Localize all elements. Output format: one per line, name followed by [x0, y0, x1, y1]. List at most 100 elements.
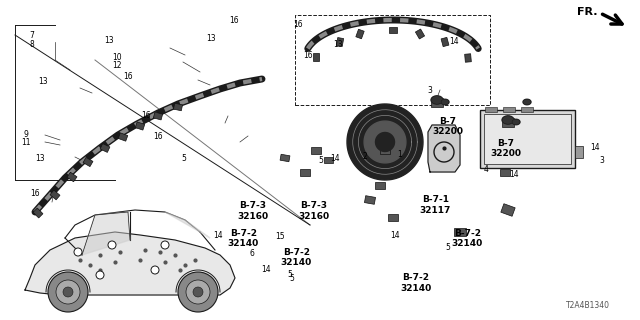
Text: 5: 5 — [181, 154, 186, 163]
Text: 5: 5 — [289, 274, 294, 283]
Text: 3: 3 — [599, 156, 604, 164]
Polygon shape — [502, 117, 514, 126]
Circle shape — [186, 280, 210, 304]
Text: 16: 16 — [153, 132, 163, 140]
Text: B-7-2
32140: B-7-2 32140 — [281, 248, 312, 267]
Text: 14: 14 — [590, 143, 600, 152]
Circle shape — [96, 271, 104, 279]
Text: 14: 14 — [449, 37, 460, 46]
Polygon shape — [82, 212, 130, 255]
Text: 11: 11 — [21, 138, 30, 147]
Polygon shape — [165, 212, 210, 238]
Bar — [521, 107, 533, 112]
Polygon shape — [313, 53, 319, 61]
Bar — [575, 146, 583, 158]
Text: 3: 3 — [428, 86, 433, 95]
Text: 14: 14 — [212, 231, 223, 240]
Text: 10: 10 — [112, 53, 122, 62]
Polygon shape — [173, 103, 182, 111]
Text: 16: 16 — [123, 72, 133, 81]
Polygon shape — [502, 116, 514, 124]
Polygon shape — [415, 29, 424, 39]
Polygon shape — [83, 157, 93, 167]
Polygon shape — [347, 104, 423, 180]
Polygon shape — [454, 228, 466, 236]
Polygon shape — [323, 157, 333, 163]
Circle shape — [151, 266, 159, 274]
Circle shape — [161, 241, 169, 249]
Polygon shape — [388, 213, 398, 220]
Text: 16: 16 — [29, 189, 40, 198]
Polygon shape — [500, 169, 510, 175]
Circle shape — [178, 272, 218, 312]
Text: 13: 13 — [38, 77, 48, 86]
Polygon shape — [501, 204, 515, 216]
Text: 13: 13 — [206, 34, 216, 43]
Circle shape — [108, 241, 116, 249]
Polygon shape — [431, 98, 443, 107]
Text: 13: 13 — [35, 154, 45, 163]
Text: 8: 8 — [29, 40, 35, 49]
Polygon shape — [311, 147, 321, 154]
Text: 16: 16 — [228, 16, 239, 25]
Text: 5: 5 — [319, 156, 324, 165]
Polygon shape — [389, 27, 397, 33]
Text: B-7-3
32160: B-7-3 32160 — [298, 202, 329, 221]
Text: 13: 13 — [333, 40, 343, 49]
Text: FR.: FR. — [577, 7, 598, 17]
Polygon shape — [33, 208, 43, 218]
Polygon shape — [135, 122, 145, 130]
Text: 12: 12 — [113, 61, 122, 70]
Polygon shape — [441, 37, 449, 47]
Text: 16: 16 — [292, 20, 303, 28]
Text: 14: 14 — [260, 265, 271, 274]
Polygon shape — [441, 99, 449, 105]
Bar — [484, 114, 571, 164]
Text: 2: 2 — [362, 152, 367, 161]
Text: T2A4B1340: T2A4B1340 — [566, 301, 610, 310]
Polygon shape — [25, 232, 235, 295]
Polygon shape — [375, 181, 385, 188]
Polygon shape — [380, 147, 390, 154]
Polygon shape — [154, 112, 163, 120]
Text: 16: 16 — [141, 111, 151, 120]
Polygon shape — [100, 144, 110, 152]
Text: 9: 9 — [23, 130, 28, 139]
Polygon shape — [431, 96, 443, 104]
Circle shape — [63, 287, 73, 297]
Circle shape — [48, 272, 88, 312]
Bar — [503, 107, 515, 112]
Text: 16: 16 — [303, 51, 314, 60]
Circle shape — [193, 287, 203, 297]
Circle shape — [74, 248, 82, 256]
Text: 5: 5 — [287, 270, 292, 279]
Text: B-7-3
32160: B-7-3 32160 — [237, 202, 268, 221]
Text: 14: 14 — [509, 170, 519, 179]
Polygon shape — [337, 37, 344, 46]
Text: 7: 7 — [29, 31, 35, 40]
Polygon shape — [67, 172, 77, 182]
Text: 14: 14 — [390, 231, 400, 240]
Bar — [485, 107, 497, 112]
Polygon shape — [280, 154, 290, 162]
Polygon shape — [364, 121, 406, 163]
Polygon shape — [376, 132, 394, 151]
Polygon shape — [523, 99, 531, 105]
Text: 1: 1 — [397, 150, 403, 159]
Text: B-7-1
32117: B-7-1 32117 — [419, 195, 451, 214]
Polygon shape — [118, 133, 128, 141]
Text: 13: 13 — [104, 36, 114, 44]
Polygon shape — [356, 29, 364, 39]
Polygon shape — [465, 54, 471, 62]
Text: B-7
32200: B-7 32200 — [490, 139, 521, 158]
Text: B-7-2
32140: B-7-2 32140 — [452, 229, 483, 248]
Text: 6: 6 — [249, 249, 254, 258]
Polygon shape — [428, 125, 460, 172]
Text: B-7-2
32140: B-7-2 32140 — [228, 229, 259, 248]
Bar — [480, 110, 575, 168]
Text: B-7
32200: B-7 32200 — [433, 117, 463, 136]
Polygon shape — [50, 190, 60, 200]
Circle shape — [56, 280, 80, 304]
Text: 5: 5 — [445, 244, 451, 252]
Text: B-7-2
32140: B-7-2 32140 — [401, 274, 431, 293]
